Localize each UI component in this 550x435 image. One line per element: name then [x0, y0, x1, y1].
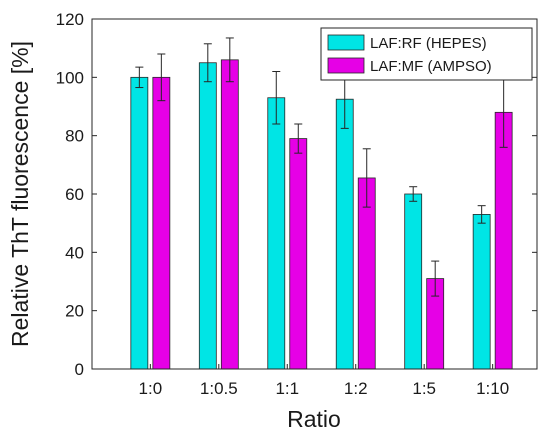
- x-tick-label: 1:5: [412, 379, 436, 398]
- y-tick-label: 20: [65, 302, 84, 321]
- bar-ampso: [220, 59, 239, 370]
- bar-ampso: [494, 111, 513, 370]
- y-axis: 0 20 40 60 80 100 120: [56, 10, 537, 379]
- legend-label-ampso: LAF:MF (AMPSO): [370, 58, 492, 75]
- x-tick-label: 1:10: [476, 379, 509, 398]
- bars-layer: [130, 59, 513, 370]
- y-tick-label: 60: [65, 185, 84, 204]
- bar-ampso: [152, 76, 171, 370]
- x-tick-label: 1:0.5: [200, 379, 238, 398]
- bar-hepes: [404, 193, 423, 370]
- x-tick-label: 1:0: [139, 379, 163, 398]
- legend-swatch-hepes: [327, 34, 365, 51]
- bar-hepes: [472, 214, 491, 370]
- bar-hepes: [130, 76, 149, 370]
- bar-ampso: [289, 138, 308, 370]
- legend: LAF:RF (HEPES) LAF:MF (AMPSO): [320, 27, 533, 81]
- x-axis: 1:0 1:0.5 1:1 1:2 1:5 1:10: [139, 364, 509, 398]
- bar-hepes: [198, 62, 217, 370]
- y-axis-title: Relative ThT fluorescence [%]: [7, 41, 33, 347]
- y-tick-label: 0: [75, 360, 84, 379]
- bar-hepes: [267, 97, 286, 370]
- x-tick-label: 1:2: [344, 379, 368, 398]
- x-axis-title: Ratio: [287, 406, 341, 432]
- y-tick-label: 100: [56, 68, 84, 87]
- y-tick-label: 40: [65, 243, 84, 262]
- y-tick-label: 120: [56, 10, 84, 29]
- legend-label-hepes: LAF:RF (HEPES): [370, 35, 487, 52]
- bar-hepes: [335, 98, 354, 370]
- legend-swatch-ampso: [327, 57, 365, 74]
- y-tick-label: 80: [65, 127, 84, 146]
- x-tick-label: 1:1: [275, 379, 299, 398]
- error-bars-layer: [135, 37, 508, 297]
